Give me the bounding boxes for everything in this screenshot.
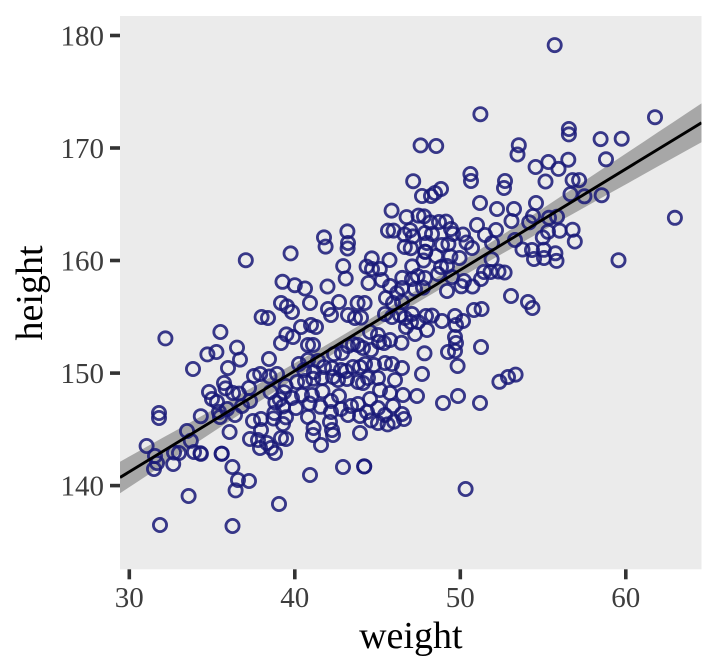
svg-text:160: 160 (61, 246, 105, 278)
svg-text:50: 50 (446, 582, 475, 614)
svg-text:weight: weight (359, 615, 463, 657)
svg-text:170: 170 (61, 133, 105, 165)
svg-text:60: 60 (611, 582, 640, 614)
svg-text:180: 180 (61, 21, 105, 53)
svg-text:height: height (9, 245, 51, 340)
svg-text:150: 150 (61, 358, 105, 390)
svg-text:30: 30 (115, 582, 144, 614)
svg-text:140: 140 (61, 471, 105, 503)
svg-text:40: 40 (280, 582, 309, 614)
